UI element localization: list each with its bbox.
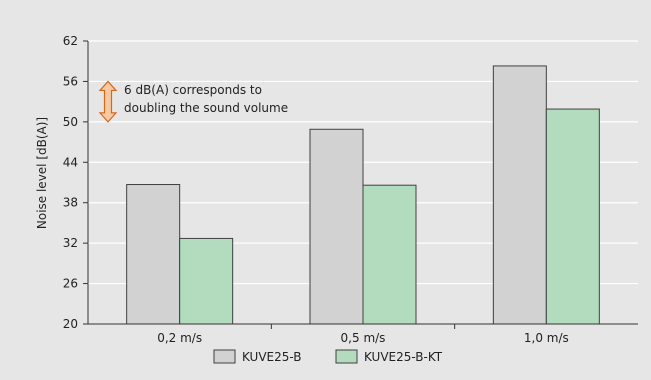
annotation-line-2: doubling the sound volume — [124, 101, 288, 115]
y-tick-label: 62 — [63, 34, 78, 48]
axes — [83, 40, 638, 329]
x-tick-label: 1,0 m/s — [524, 331, 569, 345]
bar-kuve25-b-2 — [309, 128, 364, 325]
y-axis-label: Noise level [dB(A)] — [35, 117, 49, 229]
legend: KUVE25-B KUVE25-B-KT — [213, 349, 443, 364]
x-tick-label: 0,2 m/s — [157, 331, 202, 345]
y-tick-label: 38 — [63, 196, 78, 210]
annotation-line-1: 6 dB(A) corresponds to — [124, 83, 262, 97]
bar-kuve25-b-kt-2 — [362, 184, 417, 325]
annotation: 6 dB(A) corresponds to doubling the soun… — [98, 80, 288, 123]
y-tick-label: 50 — [63, 115, 78, 129]
legend-label-2: KUVE25-B-KT — [364, 350, 443, 364]
bar-kuve25-b-kt-1 — [179, 237, 234, 325]
bar-kuve25-b-3 — [492, 65, 547, 325]
y-tick-label: 56 — [63, 74, 78, 88]
y-tick-labels: 20 26 32 38 44 50 56 62 — [63, 34, 78, 331]
bar-kuve25-b-kt-3 — [545, 108, 600, 325]
legend-swatch-2 — [335, 349, 358, 364]
y-tick-label: 26 — [63, 277, 78, 291]
double-arrow-icon — [98, 80, 118, 123]
bar-kuve25-b-1 — [126, 184, 181, 325]
legend-swatch-1 — [213, 349, 236, 364]
y-tick-label: 44 — [63, 155, 78, 169]
bars — [126, 65, 600, 325]
y-tick-label: 20 — [63, 317, 78, 331]
x-tick-labels: 0,2 m/s 0,5 m/s 1,0 m/s — [157, 331, 569, 345]
y-tick-label: 32 — [63, 236, 78, 250]
x-tick-label: 0,5 m/s — [341, 331, 386, 345]
legend-label-1: KUVE25-B — [242, 350, 302, 364]
